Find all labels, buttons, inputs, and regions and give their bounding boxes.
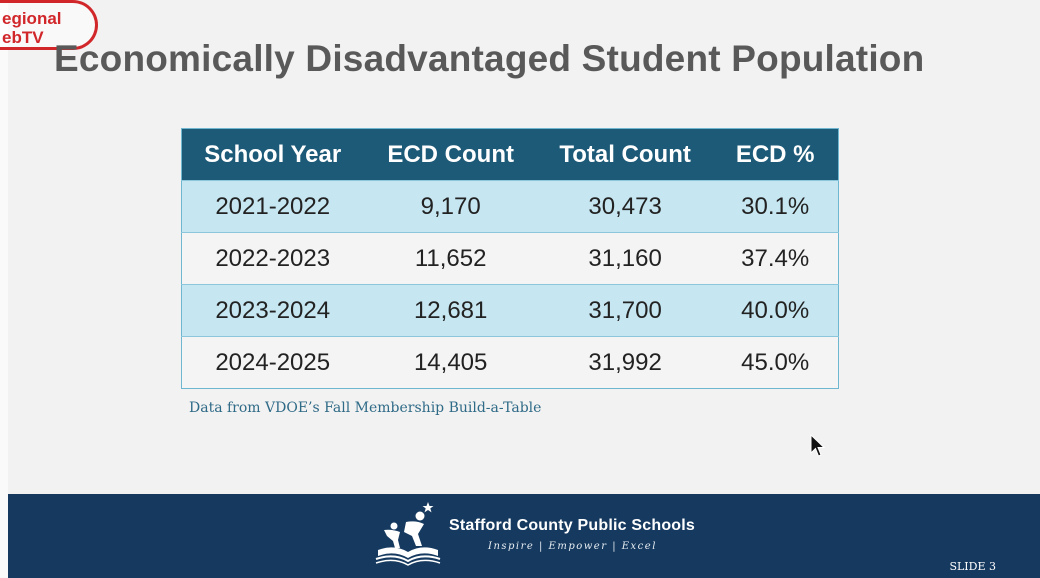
- ecd-table: School Year ECD Count Total Count ECD % …: [181, 128, 839, 389]
- cell-ecd-count: 11,652: [363, 232, 538, 285]
- source-note: Data from VDOE’s Fall Membership Build-a…: [189, 400, 542, 416]
- cell-total-count: 31,992: [537, 336, 713, 389]
- table-row: 2024-2025 14,405 31,992 45.0%: [181, 336, 839, 389]
- cell-school-year: 2022-2023: [181, 232, 364, 285]
- scps-logo-icon: [375, 502, 441, 566]
- slide-number: SLIDE 3: [949, 560, 996, 573]
- header-total-count: Total Count: [537, 128, 713, 181]
- cell-total-count: 31,700: [537, 284, 713, 337]
- cell-school-year: 2023-2024: [181, 284, 364, 337]
- table-row: 2021-2022 9,170 30,473 30.1%: [181, 180, 839, 233]
- cell-total-count: 30,473: [537, 180, 713, 233]
- left-edge-strip: [0, 0, 8, 578]
- table-row: 2023-2024 12,681 31,700 40.0%: [181, 284, 839, 337]
- cell-school-year: 2021-2022: [181, 180, 364, 233]
- cell-ecd-count: 14,405: [363, 336, 538, 389]
- regional-webtv-watermark: egional ebTV: [0, 0, 98, 50]
- cell-ecd-percent: 30.1%: [712, 180, 839, 233]
- mouse-cursor-icon: [810, 434, 826, 457]
- cell-ecd-count: 9,170: [363, 180, 538, 233]
- org-tagline: Inspire | Empower | Excel: [488, 541, 657, 552]
- cell-ecd-count: 12,681: [363, 284, 538, 337]
- cell-ecd-percent: 37.4%: [712, 232, 839, 285]
- cell-total-count: 31,160: [537, 232, 713, 285]
- header-ecd-percent: ECD %: [712, 128, 839, 181]
- watermark-line-1: egional: [2, 9, 62, 28]
- slide-title: Economically Disadvantaged Student Popul…: [54, 38, 925, 79]
- cell-ecd-percent: 45.0%: [712, 336, 839, 389]
- watermark-line-2: ebTV: [2, 28, 44, 47]
- slide-footer: Stafford County Public Schools Inspire |…: [8, 494, 1040, 578]
- table-row: 2022-2023 11,652 31,160 37.4%: [181, 232, 839, 285]
- org-name: Stafford County Public Schools: [449, 517, 696, 534]
- header-school-year: School Year: [181, 128, 364, 181]
- table-header-row: School Year ECD Count Total Count ECD %: [181, 128, 839, 181]
- cell-ecd-percent: 40.0%: [712, 284, 839, 337]
- cell-school-year: 2024-2025: [181, 336, 364, 389]
- header-ecd-count: ECD Count: [363, 128, 538, 181]
